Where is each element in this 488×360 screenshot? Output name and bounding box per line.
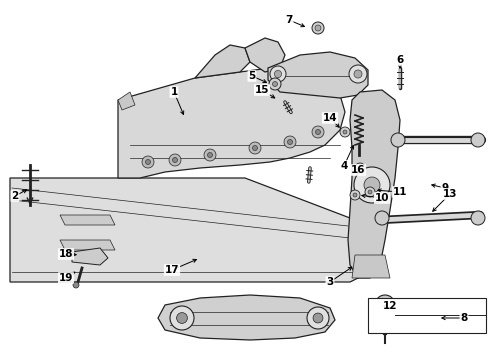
- Circle shape: [314, 25, 320, 31]
- Circle shape: [348, 65, 366, 83]
- Polygon shape: [10, 178, 369, 282]
- Circle shape: [374, 295, 394, 315]
- Text: 1: 1: [170, 87, 177, 97]
- Polygon shape: [351, 255, 389, 278]
- Circle shape: [287, 139, 292, 144]
- Circle shape: [470, 133, 484, 147]
- Circle shape: [357, 166, 361, 170]
- Text: 12: 12: [382, 301, 396, 311]
- Circle shape: [354, 163, 364, 173]
- Text: 4: 4: [340, 161, 347, 171]
- Bar: [367, 298, 485, 333]
- Circle shape: [142, 156, 154, 168]
- Circle shape: [352, 193, 356, 197]
- Circle shape: [274, 71, 281, 78]
- Text: 14: 14: [322, 113, 337, 123]
- Circle shape: [272, 81, 277, 86]
- Circle shape: [311, 22, 324, 34]
- Polygon shape: [118, 92, 135, 110]
- Circle shape: [172, 158, 177, 162]
- Circle shape: [367, 190, 371, 194]
- Circle shape: [252, 145, 257, 150]
- Text: 5: 5: [248, 71, 255, 81]
- Circle shape: [169, 154, 181, 166]
- Circle shape: [349, 190, 359, 200]
- Text: 16: 16: [350, 165, 365, 175]
- Text: 19: 19: [59, 273, 73, 283]
- Circle shape: [339, 127, 349, 137]
- Text: 9: 9: [441, 183, 447, 193]
- Polygon shape: [60, 240, 115, 250]
- Text: 18: 18: [59, 249, 73, 259]
- Text: 3: 3: [325, 277, 333, 287]
- Polygon shape: [158, 295, 334, 340]
- Text: 11: 11: [392, 187, 407, 197]
- Text: 15: 15: [254, 85, 269, 95]
- Circle shape: [73, 282, 79, 288]
- Circle shape: [342, 130, 346, 134]
- Circle shape: [170, 306, 194, 330]
- Circle shape: [353, 70, 361, 78]
- Circle shape: [311, 126, 324, 138]
- Text: 13: 13: [442, 189, 456, 199]
- Circle shape: [284, 136, 295, 148]
- Circle shape: [390, 133, 404, 147]
- Circle shape: [248, 142, 261, 154]
- Circle shape: [268, 78, 281, 90]
- Circle shape: [145, 159, 150, 165]
- Text: 10: 10: [374, 193, 388, 203]
- Circle shape: [207, 153, 212, 158]
- Circle shape: [374, 211, 388, 225]
- Polygon shape: [118, 68, 345, 178]
- Polygon shape: [195, 45, 249, 78]
- Text: 6: 6: [396, 55, 403, 65]
- Text: 8: 8: [459, 313, 467, 323]
- Circle shape: [315, 130, 320, 135]
- Circle shape: [176, 312, 187, 323]
- Circle shape: [470, 211, 484, 225]
- Polygon shape: [347, 90, 399, 278]
- Text: 7: 7: [285, 15, 292, 25]
- Circle shape: [363, 177, 379, 193]
- Polygon shape: [267, 52, 367, 98]
- Circle shape: [269, 66, 285, 82]
- Circle shape: [203, 149, 216, 161]
- Text: 17: 17: [164, 265, 179, 275]
- Circle shape: [312, 313, 322, 323]
- Text: 2: 2: [11, 191, 19, 201]
- Circle shape: [364, 187, 374, 197]
- Polygon shape: [60, 215, 115, 225]
- Circle shape: [306, 307, 328, 329]
- Circle shape: [353, 167, 389, 203]
- Polygon shape: [72, 248, 108, 265]
- Polygon shape: [244, 38, 285, 72]
